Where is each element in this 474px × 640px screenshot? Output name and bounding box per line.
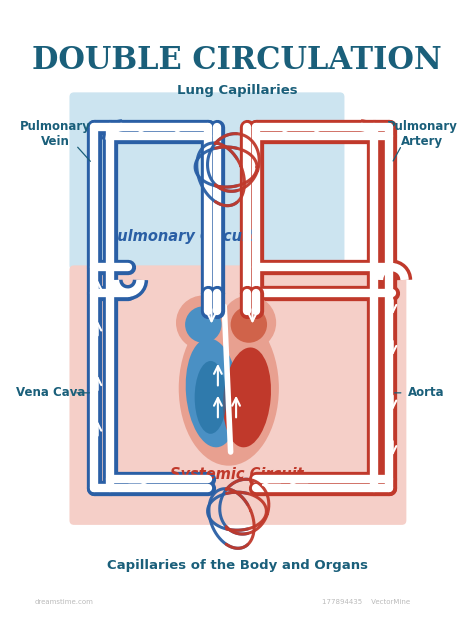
Text: Pulmonary
Artery: Pulmonary Artery — [386, 120, 457, 148]
Text: Capillaries of the Body and Organs: Capillaries of the Body and Organs — [107, 559, 367, 572]
Text: DOUBLE CIRCULATION: DOUBLE CIRCULATION — [32, 45, 442, 76]
Text: Lung Capillaries: Lung Capillaries — [177, 84, 297, 97]
Circle shape — [231, 307, 267, 343]
Ellipse shape — [179, 311, 279, 466]
Text: Pulmonary
Vein: Pulmonary Vein — [20, 120, 91, 148]
Circle shape — [221, 296, 276, 350]
Text: Aorta: Aorta — [408, 387, 445, 399]
FancyBboxPatch shape — [70, 92, 345, 270]
Text: Systemic Circuit: Systemic Circuit — [170, 467, 304, 483]
Text: Pulmonary Circuit: Pulmonary Circuit — [107, 228, 254, 244]
Ellipse shape — [195, 361, 227, 434]
Ellipse shape — [223, 348, 271, 447]
Text: dreamstime.com: dreamstime.com — [35, 599, 94, 605]
Text: 177894435    VectorMine: 177894435 VectorMine — [322, 599, 410, 605]
FancyBboxPatch shape — [70, 266, 406, 525]
Circle shape — [185, 307, 221, 343]
Ellipse shape — [186, 339, 239, 447]
Text: Vena Cava: Vena Cava — [16, 387, 85, 399]
Circle shape — [176, 296, 231, 350]
